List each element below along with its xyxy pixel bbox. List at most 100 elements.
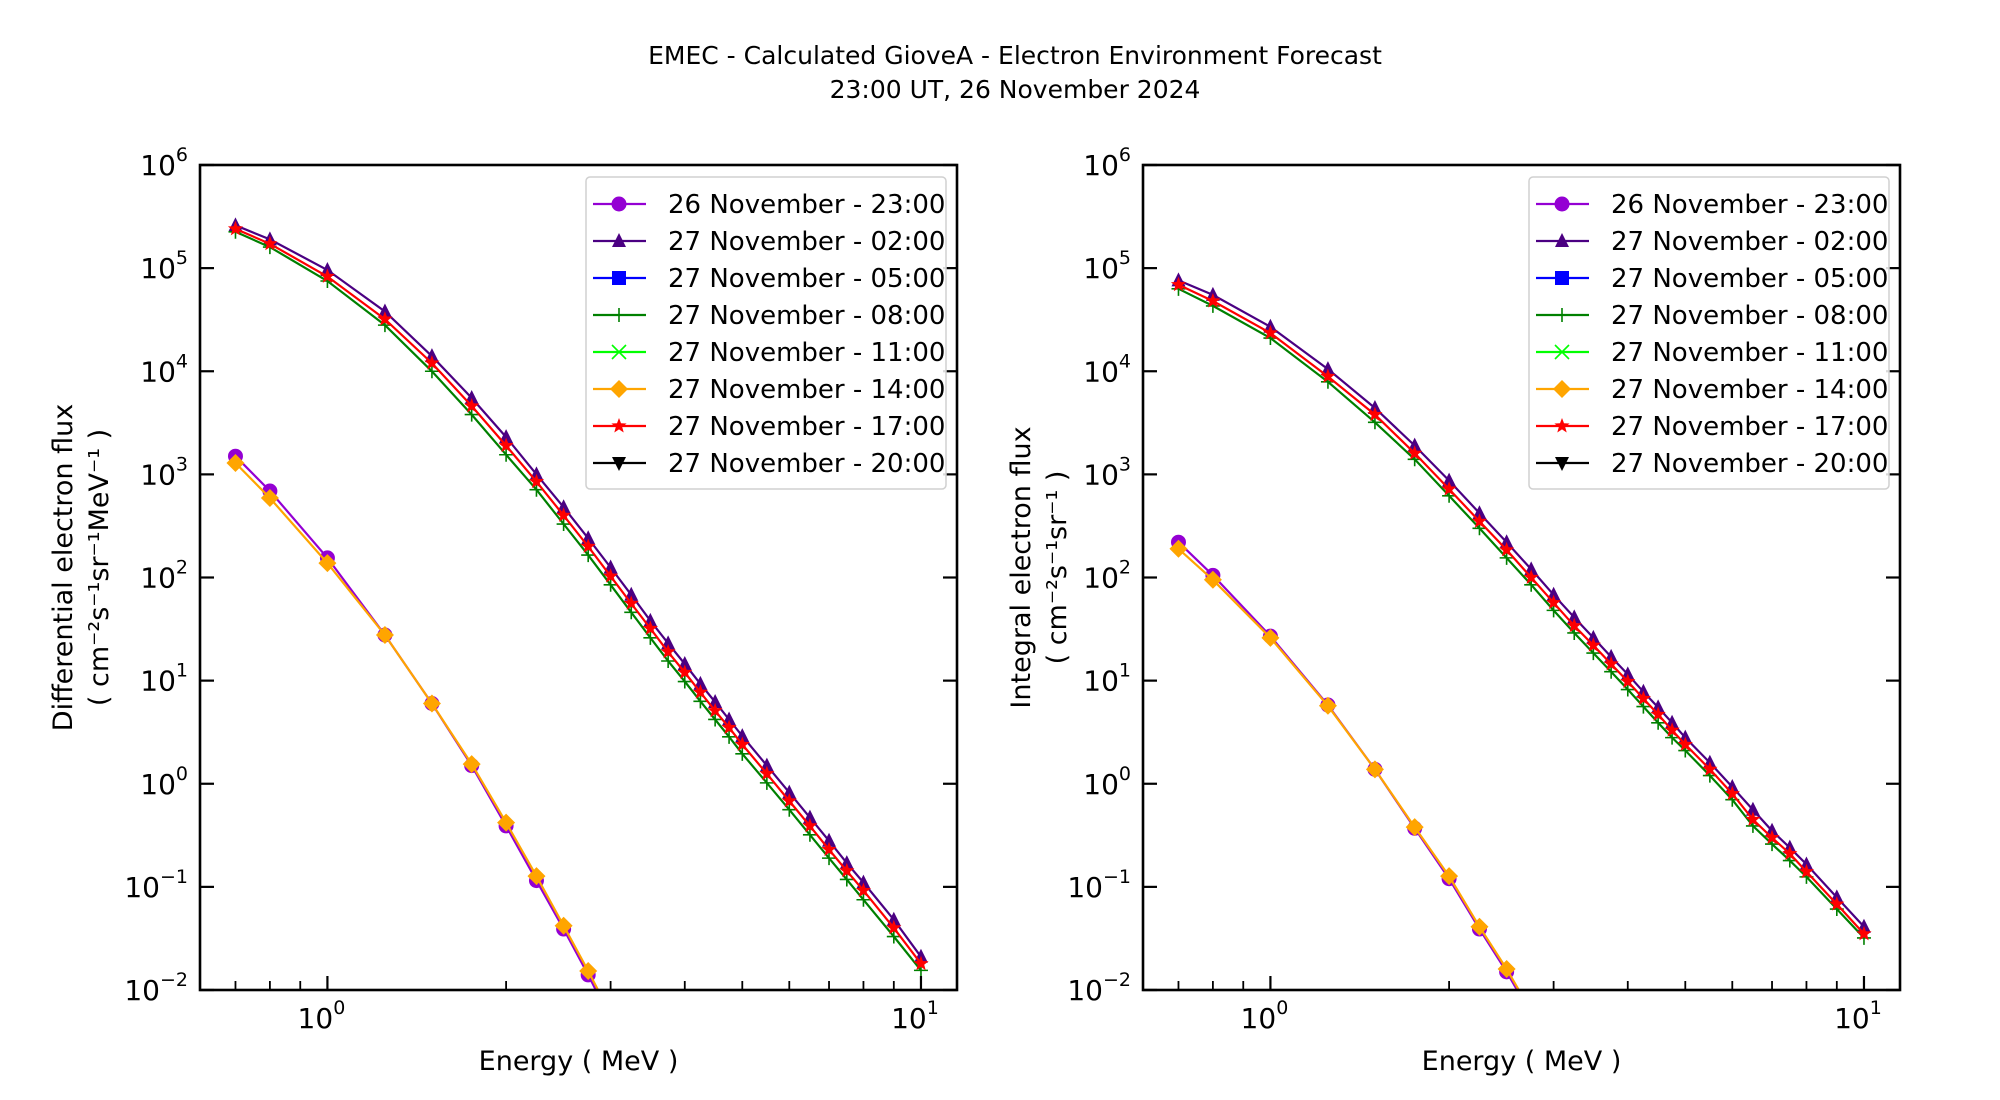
- data-point: [527, 867, 546, 886]
- data-point: [227, 220, 244, 236]
- y-tick-label: 10−1: [1067, 866, 1131, 904]
- data-point: [464, 390, 479, 405]
- data-point: [734, 736, 750, 751]
- data-point: [262, 235, 278, 251]
- data-point: [1203, 570, 1222, 589]
- data-point: [462, 755, 481, 774]
- tick-exponent: 0: [176, 763, 188, 785]
- data-point: [319, 268, 335, 283]
- data-point: [707, 702, 723, 718]
- data-point: [499, 447, 514, 462]
- data-point: [603, 577, 618, 592]
- data-point: [856, 892, 871, 907]
- data-point: [839, 862, 855, 878]
- y-axis-label: Integral electron flux: [1006, 426, 1037, 708]
- tick-exponent: 2: [176, 557, 188, 579]
- tick-base: 10: [140, 458, 176, 491]
- data-point: [1546, 594, 1562, 610]
- data-point: [802, 827, 817, 842]
- legend-item: 27 November - 11:00: [1536, 338, 1888, 368]
- series-27-november-14-00: [1169, 539, 1521, 990]
- y-tick-label: 104: [140, 350, 188, 388]
- data-point: [1677, 736, 1693, 751]
- x-marker-icon: [1554, 344, 1570, 360]
- data-point: [1440, 867, 1459, 886]
- legend-item: 27 November - 17:00: [1536, 412, 1888, 442]
- tick-base: 10: [1834, 1002, 1870, 1035]
- tick-exponent: 6: [176, 144, 188, 166]
- tick-exponent: 0: [1276, 997, 1288, 1019]
- legend-item: 27 November - 08:00: [1536, 301, 1888, 331]
- figure-title: EMEC - Calculated GioveA - Electron Envi…: [648, 41, 1382, 70]
- tick-base: 10: [140, 768, 176, 801]
- tick-exponent: −1: [1103, 866, 1131, 888]
- data-point: [1405, 818, 1424, 837]
- star-marker-icon: [1554, 418, 1570, 433]
- triangle-up-marker-icon: [1555, 233, 1569, 247]
- star-marker-icon: [611, 418, 627, 433]
- x-axis-label: Energy ( MeV ): [1422, 1046, 1622, 1077]
- square-marker-icon: [1555, 271, 1569, 285]
- legend-item: 27 November - 02:00: [1536, 227, 1888, 257]
- data-point: [1170, 276, 1187, 292]
- tick-base: 10: [1083, 562, 1119, 595]
- tick-base: 10: [124, 871, 160, 904]
- data-point: [677, 664, 693, 679]
- legend-label: 27 November - 08:00: [668, 301, 945, 331]
- data-point: [1367, 406, 1383, 422]
- data-point: [1407, 437, 1422, 452]
- legend-item: 27 November - 11:00: [593, 338, 945, 368]
- data-point: [260, 489, 279, 508]
- legend-item: 27 November - 05:00: [593, 264, 945, 294]
- tick-base: 10: [140, 355, 176, 388]
- data-point: [1856, 925, 1872, 941]
- data-point: [1585, 637, 1601, 652]
- y-tick-label: 100: [140, 763, 188, 801]
- tick-base: 10: [124, 974, 160, 1007]
- y-tick-label: 104: [1083, 350, 1131, 388]
- legend-label: 27 November - 08:00: [1611, 301, 1888, 331]
- triangle-up-marker-icon: [612, 233, 626, 247]
- x-tick-label: 101: [891, 997, 939, 1035]
- data-point: [1365, 760, 1384, 779]
- data-point: [1745, 811, 1761, 826]
- y-tick-label: 101: [140, 660, 188, 698]
- legend-item: 27 November - 14:00: [1536, 375, 1888, 405]
- data-point: [498, 437, 514, 453]
- y-tick-label: 103: [1083, 453, 1131, 491]
- legend-item: 27 November - 05:00: [1536, 264, 1888, 294]
- data-point: [377, 303, 392, 318]
- data-point: [1320, 368, 1336, 383]
- data-point: [839, 872, 854, 887]
- tick-base: 10: [1083, 149, 1119, 182]
- tick-exponent: 1: [1870, 997, 1882, 1019]
- data-point: [1724, 785, 1740, 801]
- data-point: [1603, 656, 1619, 671]
- data-point: [1320, 361, 1335, 376]
- data-point: [1764, 829, 1780, 845]
- data-point: [318, 554, 337, 573]
- tick-exponent: −2: [160, 969, 188, 991]
- data-point: [822, 851, 837, 866]
- x-tick-label: 100: [298, 997, 346, 1035]
- y-tick-label: 105: [1083, 247, 1131, 285]
- plus-marker-icon: [612, 308, 626, 322]
- data-point: [693, 694, 708, 709]
- tick-exponent: 1: [1119, 660, 1131, 682]
- data-point: [556, 517, 571, 532]
- data-point: [642, 620, 658, 635]
- data-point: [226, 453, 245, 472]
- figure-subtitle: 23:00 UT, 26 November 2024: [830, 75, 1201, 104]
- tick-base: 10: [140, 665, 176, 698]
- data-point: [913, 955, 929, 971]
- tick-base: 10: [140, 149, 176, 182]
- tick-exponent: 2: [1119, 557, 1131, 579]
- data-point: [1524, 561, 1539, 576]
- y-tick-label: 106: [1083, 144, 1131, 182]
- legend-item: 27 November - 20:00: [1536, 449, 1888, 479]
- data-point: [1470, 917, 1489, 936]
- data-point: [464, 398, 480, 413]
- data-point: [1650, 706, 1666, 721]
